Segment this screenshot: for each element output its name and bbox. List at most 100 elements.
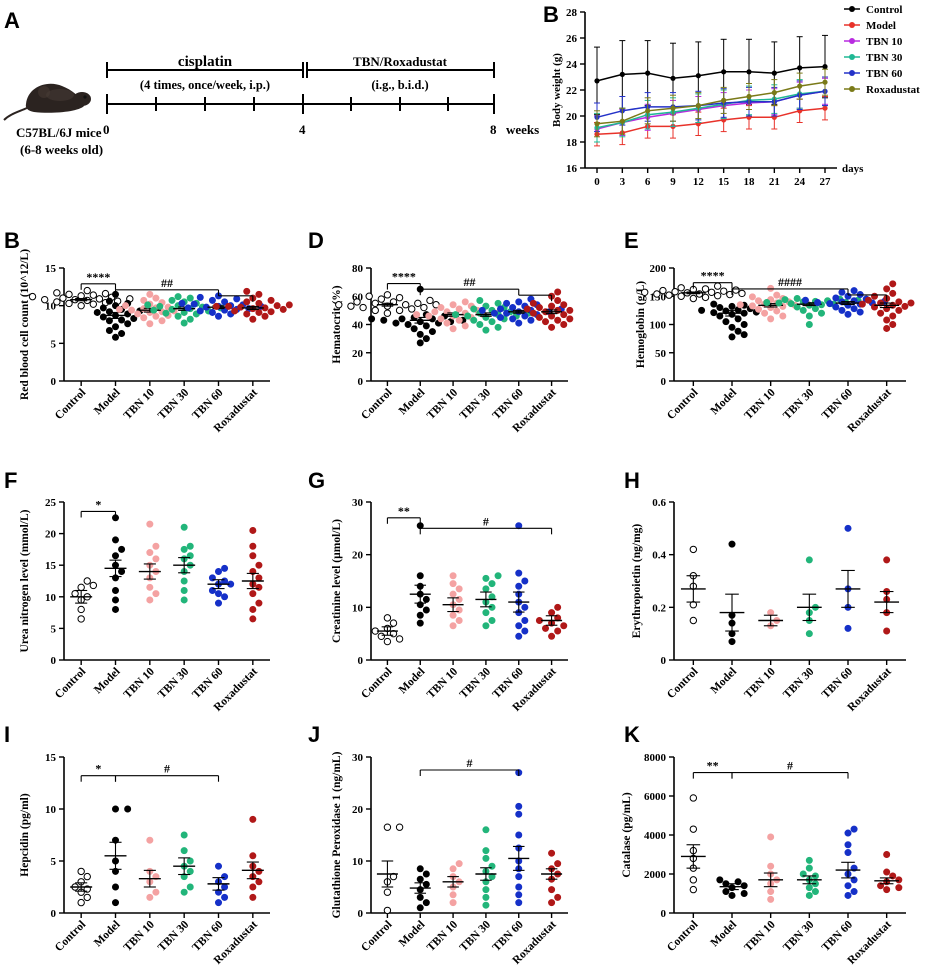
data-point [811, 305, 819, 313]
data-point [850, 888, 858, 896]
data-point [101, 289, 110, 298]
y-tick-label: 8000 [644, 752, 667, 764]
category-label: TBN 30 [156, 918, 192, 954]
data-point [761, 309, 769, 317]
category-label: Model [708, 919, 739, 950]
group-model [719, 540, 745, 646]
group-tbn-30 [173, 523, 196, 604]
data-point [449, 590, 457, 598]
data-point [389, 619, 398, 627]
data-point [548, 609, 556, 617]
data-point [689, 294, 698, 303]
category-label: TBN 60 [820, 386, 856, 422]
data-point [844, 891, 852, 899]
data-point [83, 286, 91, 295]
legend-label: Roxadustat [866, 84, 920, 96]
data-point [77, 898, 85, 907]
data-point [279, 305, 287, 313]
y-tick-label: 18 [566, 137, 578, 149]
significance-bracket: **** [386, 270, 421, 290]
data-point [883, 285, 891, 293]
data-point [455, 606, 463, 614]
category-label: TBN 30 [156, 386, 192, 422]
group-roxadustat [535, 603, 568, 640]
data-point [548, 849, 556, 857]
data-point [112, 552, 120, 560]
data-point [401, 301, 410, 309]
panel-label-b-top: B [543, 2, 559, 27]
data-point [186, 294, 194, 302]
mouse-icon [3, 83, 91, 121]
y-tick-label: 0.6 [652, 497, 666, 509]
data-point [162, 309, 170, 317]
data-point [883, 316, 891, 324]
category-label: TBN 30 [458, 386, 494, 422]
data-point [146, 836, 154, 844]
data-point [273, 302, 281, 310]
data-point [455, 616, 463, 624]
data-point [740, 320, 748, 328]
significance-label: * [95, 497, 101, 511]
data-point [413, 311, 421, 319]
data-point [488, 616, 496, 624]
data-point [180, 847, 188, 855]
data-point [180, 545, 188, 553]
data-point [844, 524, 852, 532]
data-point [787, 300, 795, 308]
data-point [503, 309, 511, 317]
data-point [186, 542, 194, 550]
group-control [680, 794, 706, 894]
data-point [482, 585, 490, 593]
data-point [844, 849, 852, 857]
category-label: TBN 10 [742, 386, 778, 422]
data-point [832, 294, 840, 302]
data-point [850, 305, 858, 313]
y-tick-label: 200 [650, 263, 667, 275]
significance-bracket: # [731, 759, 849, 779]
data-point [883, 886, 891, 894]
legend-label: Control [866, 4, 902, 16]
data-point [740, 882, 748, 890]
data-point [422, 606, 430, 614]
data-point [112, 333, 120, 341]
category-label: Model [397, 387, 428, 418]
data-point [105, 308, 113, 316]
data-point [476, 296, 484, 304]
data-point [515, 899, 523, 907]
data-point [437, 315, 445, 323]
data-point [755, 305, 763, 313]
data-point [716, 304, 724, 312]
data-point [190, 300, 198, 308]
data-point [112, 596, 120, 604]
data-point [371, 306, 379, 315]
data-point [554, 296, 562, 304]
data-point [152, 294, 160, 302]
data-point [773, 291, 781, 299]
data-point [695, 103, 701, 109]
data-point [805, 864, 813, 872]
data-point [494, 572, 502, 580]
significance-bracket: # [419, 756, 520, 776]
y-tick-label: 5 [51, 623, 57, 635]
panel-label-h: H [624, 468, 640, 493]
y-tick-label: 15 [45, 752, 57, 764]
significance-bracket: * [80, 497, 117, 518]
data-point [65, 290, 73, 299]
y-tick-label: 6000 [644, 791, 667, 803]
data-point [449, 891, 457, 899]
category-label: Control [359, 387, 394, 422]
data-point [105, 297, 113, 305]
data-point [710, 300, 718, 308]
data-point [482, 574, 490, 582]
data-point [844, 624, 852, 632]
category-label: TBN 10 [122, 918, 158, 954]
data-point [180, 888, 188, 896]
data-point [482, 847, 490, 855]
data-point [728, 891, 736, 899]
data-point [767, 315, 775, 323]
category-label: TBN 10 [742, 665, 778, 701]
y-axis-title: Glutathione Peroxidase 1 (ng/mL) [331, 751, 343, 918]
series-line [596, 107, 826, 135]
data-point [560, 311, 568, 319]
data-point [146, 893, 154, 901]
